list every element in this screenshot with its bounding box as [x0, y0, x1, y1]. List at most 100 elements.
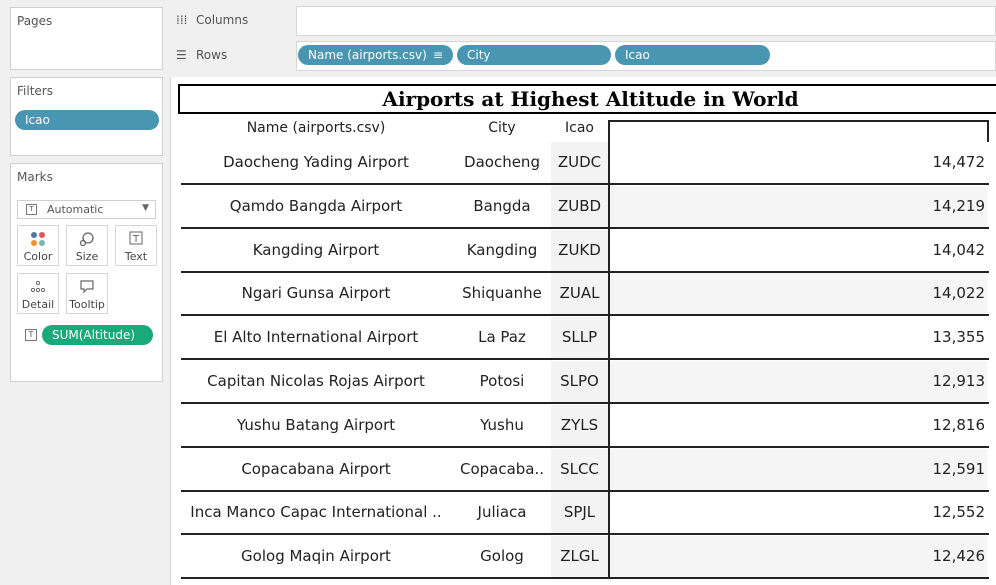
cell-name: Copacabana Airport — [241, 459, 391, 478]
icao-altitude-divider — [608, 120, 610, 578]
pages-card[interactable]: Pages — [10, 7, 163, 70]
cell-altitude: 12,426 — [609, 536, 987, 578]
cell-icao: ZLGL — [551, 536, 608, 578]
columns-drop-area[interactable] — [296, 6, 996, 36]
cell-name: Golog Maqin Airport — [241, 547, 391, 566]
cell-name: Kangding Airport — [252, 240, 380, 259]
tooltip-button-label: Tooltip — [69, 298, 105, 311]
size-button-label: Size — [75, 250, 99, 263]
columns-label: Columns — [196, 13, 249, 27]
header-icao[interactable]: Icao — [565, 120, 594, 136]
tooltip-button[interactable]: Tooltip — [66, 273, 108, 314]
filter-pill-icao[interactable]: Icao — [15, 110, 159, 130]
cell-city: Bangda — [473, 196, 531, 215]
worksheet-view: Airports at Highest Altitude in World Na… — [170, 77, 996, 585]
table-row[interactable]: Daocheng Yading Airport Daocheng ZUDC 14,47… — [181, 142, 989, 185]
cell-city: Potosi — [479, 372, 525, 390]
cell-city: Daocheng — [464, 153, 540, 171]
cell-city: Copacaba.. — [459, 459, 545, 478]
table-row[interactable]: Capitan Nicolas Rojas Airport Potosi SLPO 1… — [181, 361, 989, 404]
cell-city: La Paz — [478, 328, 526, 347]
rows-label: Rows — [196, 48, 228, 62]
text-mark-icon: T — [26, 204, 37, 215]
sort-descending-icon: ≡ — [432, 48, 443, 62]
filters-card[interactable]: Filters Icao — [10, 77, 163, 156]
rows-pill-name-label: Name (airports.csv) — [308, 48, 427, 62]
rows-icon: ☰ — [176, 48, 187, 62]
cell-icao: SLPO — [551, 361, 608, 402]
cell-altitude: 12,913 — [609, 361, 987, 402]
marks-title: Marks — [17, 170, 53, 184]
chevron-down-icon: ▼ — [142, 203, 149, 213]
cell-city: Kangding — [466, 240, 538, 259]
cell-name: El Alto International Airport — [213, 328, 419, 347]
text-button[interactable]: T Text — [115, 225, 157, 266]
mark-type-label: Automatic — [47, 203, 104, 216]
cell-altitude: 14,219 — [609, 185, 987, 227]
cell-icao: SPJL — [551, 492, 608, 534]
header-city[interactable]: City — [488, 120, 516, 136]
cell-altitude: 12,552 — [609, 492, 987, 534]
cell-city: Yushu — [480, 415, 524, 434]
left-panel: Pages Filters Icao Marks T Automatic ▼ C… — [0, 0, 170, 585]
cell-altitude: 14,472 — [609, 142, 987, 183]
table-row[interactable]: El Alto International Airport La Paz SLLP 1… — [181, 317, 989, 361]
text-encoding-icon: T — [25, 329, 37, 341]
rows-pill-name[interactable]: Name (airports.csv) ≡ — [298, 45, 453, 65]
table-row[interactable]: Golog Maqin Airport Golog ZLGL 12,426 — [181, 536, 989, 580]
cell-name: Qamdo Bangda Airport — [229, 196, 403, 215]
color-button-label: Color — [23, 250, 53, 263]
cell-name: Daocheng Yading Airport — [223, 153, 409, 171]
cell-city: Shiquanhe — [462, 284, 542, 303]
table-row[interactable]: Inca Manco Capac International .. Juliaca… — [181, 492, 989, 536]
detail-button[interactable]: Detail — [17, 273, 59, 314]
marks-card: Marks T Automatic ▼ Color Size T Text — [10, 163, 163, 382]
rows-shelf: ☰ Rows Name (airports.csv) ≡ City Icao — [170, 41, 996, 71]
cell-icao: ZUAL — [551, 273, 608, 315]
table-row[interactable]: Yushu Batang Airport Yushu ZYLS 12,816 — [181, 404, 989, 448]
table-row[interactable]: Copacabana Airport Copacaba.. SLCC 12,591 — [181, 448, 989, 492]
columns-shelf-header: ⁞⁞⁞ Columns — [170, 6, 295, 36]
cell-icao: ZYLS — [551, 404, 608, 446]
size-icon — [67, 231, 107, 247]
cell-icao: ZUKD — [551, 229, 608, 271]
detail-button-label: Detail — [21, 298, 55, 311]
mark-type-dropdown[interactable]: T Automatic ▼ — [17, 200, 156, 219]
table-row[interactable]: Qamdo Bangda Airport Bangda ZUBD 14,219 — [181, 185, 989, 229]
cell-icao: ZUDC — [551, 142, 608, 183]
cell-icao: SLLP — [551, 317, 608, 359]
measure-pill-sum-altitude[interactable]: SUM(Altitude) — [42, 325, 153, 345]
svg-text:T: T — [132, 234, 140, 245]
cell-icao: SLCC — [551, 448, 608, 490]
tooltip-icon — [67, 279, 107, 295]
text-button-label: Text — [124, 250, 148, 263]
filters-title: Filters — [17, 84, 53, 98]
text-icon: T — [116, 231, 156, 247]
color-button[interactable]: Color — [17, 225, 59, 266]
cell-city: Juliaca — [477, 503, 527, 522]
table-row[interactable]: Kangding Airport Kangding ZUKD 14,042 — [181, 229, 989, 273]
cell-altitude: 13,355 — [609, 317, 987, 359]
color-dots-icon — [18, 231, 58, 247]
cell-altitude: 14,042 — [609, 229, 987, 271]
cell-altitude: 14,022 — [609, 273, 987, 315]
cell-name: Capitan Nicolas Rojas Airport — [207, 372, 425, 390]
table-row[interactable]: Ngari Gunsa Airport Shiquanhe ZUAL 14,022 — [181, 273, 989, 317]
cell-icao: ZUBD — [551, 185, 608, 227]
rows-pill-icao[interactable]: Icao — [615, 45, 770, 65]
cell-altitude: 12,591 — [609, 448, 987, 490]
columns-shelf: ⁞⁞⁞ Columns — [170, 6, 996, 36]
header-name[interactable]: Name (airports.csv) — [246, 120, 386, 136]
size-button[interactable]: Size — [66, 225, 108, 266]
cell-name: Inca Manco Capac International .. — [190, 503, 442, 522]
rows-pill-city[interactable]: City — [457, 45, 611, 65]
header-right-frame — [608, 120, 989, 142]
cell-name: Yushu Batang Airport — [236, 415, 396, 434]
rows-shelf-header: ☰ Rows — [170, 41, 295, 71]
cell-altitude: 12,816 — [609, 404, 987, 446]
view-title: Airports at Highest Altitude in World — [178, 84, 996, 114]
cell-city: Golog — [480, 547, 524, 566]
detail-icon — [18, 279, 58, 295]
columns-icon: ⁞⁞⁞ — [176, 13, 188, 27]
cell-name: Ngari Gunsa Airport — [241, 284, 391, 303]
